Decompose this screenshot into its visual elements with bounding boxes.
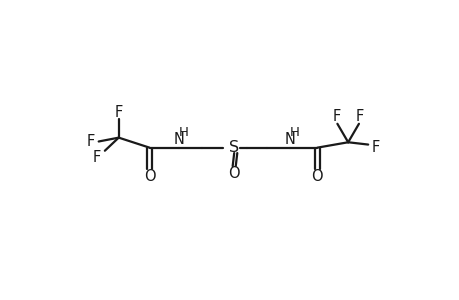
Text: F: F <box>355 109 363 124</box>
Text: F: F <box>114 105 123 120</box>
Text: F: F <box>332 109 340 124</box>
Text: F: F <box>87 134 95 149</box>
Text: F: F <box>93 150 101 165</box>
Text: H: H <box>179 126 189 139</box>
Text: N: N <box>284 132 294 147</box>
Text: O: O <box>143 169 155 184</box>
Text: S: S <box>229 140 239 155</box>
Text: O: O <box>228 166 240 181</box>
Text: H: H <box>290 126 299 139</box>
Text: N: N <box>173 132 184 147</box>
Text: F: F <box>371 140 379 155</box>
Text: O: O <box>311 169 323 184</box>
